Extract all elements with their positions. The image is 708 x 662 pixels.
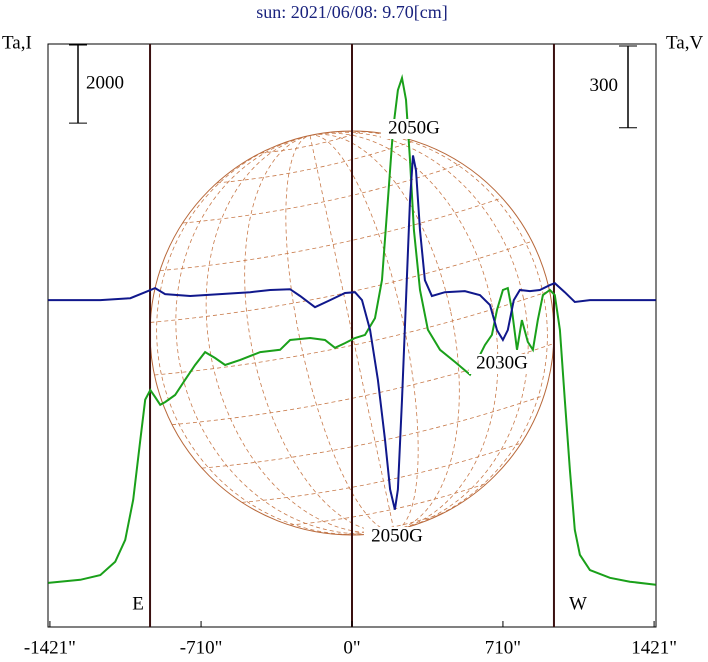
- chart-title: sun: 2021/06/08: 9.70[cm]: [256, 2, 448, 22]
- parallel: [201, 395, 545, 469]
- x-tick-label: 1421": [631, 637, 677, 658]
- meridian: [244, 133, 460, 533]
- parallel: [341, 512, 444, 536]
- limb-label: W: [569, 593, 587, 614]
- x-tick-label: -710": [180, 637, 223, 658]
- x-tick-label: 0": [343, 637, 360, 658]
- annotation-bg: [364, 527, 430, 547]
- annotation: 2050G: [371, 525, 423, 546]
- series-line: [48, 74, 656, 586]
- parallel: [241, 442, 522, 503]
- limb-label: E: [132, 593, 144, 614]
- series-line: [48, 155, 656, 510]
- y-axis-label: Ta,I: [2, 32, 32, 53]
- annotation: 2030G: [476, 352, 528, 373]
- meridian: [309, 135, 395, 531]
- x-tick-label: 710": [485, 637, 521, 658]
- annotation: 2050G: [388, 117, 440, 138]
- scale-label: 300: [590, 75, 619, 96]
- meridian: [205, 132, 499, 534]
- y2-axis-label: Ta,V: [666, 32, 703, 53]
- parallel: [150, 240, 533, 323]
- parallel: [289, 482, 488, 526]
- parallel: [182, 163, 463, 224]
- scale-label: 2000: [86, 72, 124, 93]
- x-tick-label: -1421": [24, 637, 76, 658]
- parallel: [159, 197, 503, 271]
- annotation-bg: [381, 119, 447, 139]
- annotation-bg: [469, 354, 535, 374]
